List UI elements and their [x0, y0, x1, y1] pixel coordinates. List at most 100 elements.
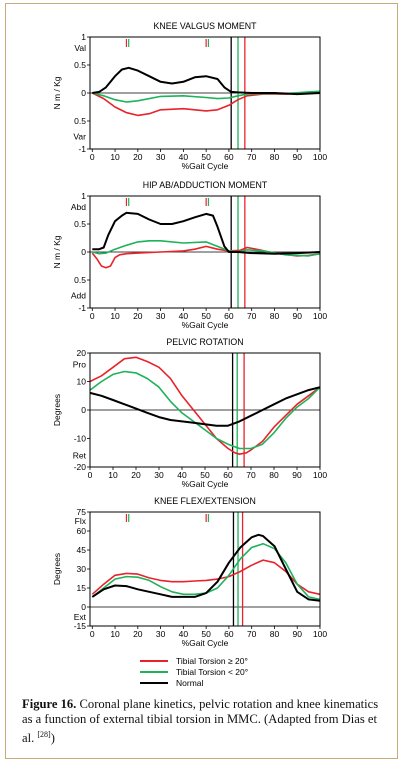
x-tick-label: 80	[270, 152, 280, 162]
x-axis-label: %Gait Cycle	[182, 479, 229, 489]
y-direction-label: Ext	[74, 612, 87, 622]
y-tick-label: 0.5	[74, 275, 86, 285]
legend-label-lt20: Tibial Torsion < 20°	[176, 667, 248, 677]
chart-title: KNEE FLEX/EXTENSION	[154, 496, 256, 506]
x-tick-label: 70	[247, 311, 257, 321]
x-tick-label: 30	[156, 152, 166, 162]
y-tick-label: 15	[77, 583, 87, 593]
series-line-ge20	[91, 91, 321, 117]
y-axis-label: N m / Kg	[52, 235, 62, 268]
figure-frame	[5, 3, 398, 759]
x-tick-label: 80	[270, 311, 280, 321]
y-tick-label: -10	[74, 434, 87, 444]
x-tick-label: 80	[269, 470, 279, 480]
y-tick-label: 60	[77, 526, 87, 536]
y-direction-label: Add	[71, 291, 86, 301]
x-tick-label: 50	[201, 629, 211, 639]
y-direction-label: Var	[73, 132, 86, 142]
x-tick-label: 10	[110, 311, 120, 321]
x-tick-label: 30	[154, 470, 164, 480]
series-line-ge20	[91, 559, 321, 596]
y-axis-label: Degrees	[52, 553, 62, 585]
x-tick-label: 70	[246, 470, 256, 480]
y-direction-label: Ret	[73, 451, 87, 461]
x-tick-label: 50	[200, 470, 210, 480]
x-tick-label: 30	[156, 311, 166, 321]
y-direction-label: Val	[74, 43, 86, 53]
x-tick-label: 20	[133, 629, 143, 639]
chart-title: KNEE VALGUS MOMENT	[154, 21, 258, 31]
x-tick-label: 90	[292, 311, 302, 321]
chart-knee-flexion-extension: KNEE FLEX/EXTENSION 0 10 20 30 40 50 60 70 80 90 10…	[52, 496, 327, 648]
y-tick-label: 0	[81, 247, 86, 257]
x-tick-label: 40	[179, 152, 189, 162]
series-line-normal	[89, 386, 321, 427]
y-tick-label: 10	[77, 377, 87, 387]
x-tick-label: 20	[131, 470, 141, 480]
legend-label-normal: Normal	[176, 678, 204, 688]
x-tick-label: 90	[292, 470, 302, 480]
y-tick-label: -20	[74, 462, 87, 472]
y-tick-label: 30	[77, 564, 87, 574]
series-line-normal	[92, 66, 321, 96]
y-tick-label: 0.5	[74, 60, 86, 70]
x-tick-label: 100	[313, 152, 327, 162]
y-direction-label: Abd	[71, 202, 86, 212]
x-tick-label: 90	[292, 152, 302, 162]
chart-title: HIP AB/ADDUCTION MOMENT	[143, 180, 268, 190]
x-tick-label: 100	[313, 629, 327, 639]
legend-label-ge20: Tibial Torsion ≥ 20°	[176, 656, 248, 666]
x-tick-label: 40	[179, 629, 189, 639]
x-tick-label: 0	[90, 311, 95, 321]
caption-label: Figure 16.	[22, 697, 77, 711]
y-tick-label: 1	[81, 32, 86, 42]
x-tick-label: 0	[90, 629, 95, 639]
y-tick-label: 0	[81, 88, 86, 98]
y-tick-label: 0	[81, 602, 86, 612]
series-line-ge20	[91, 245, 321, 269]
y-axis-label: Degrees	[52, 394, 62, 426]
y-tick-label: 20	[77, 348, 87, 358]
caption-end: )	[50, 731, 55, 746]
series-line-normal	[91, 533, 321, 602]
chart-title: PELVIC ROTATION	[166, 337, 243, 347]
x-tick-label: 60	[224, 311, 234, 321]
x-axis-label: %Gait Cycle	[182, 638, 229, 648]
x-tick-label: 10	[108, 470, 118, 480]
x-tick-label: 10	[110, 152, 120, 162]
x-tick-label: 50	[201, 311, 211, 321]
series-line-lt20	[89, 370, 321, 450]
x-tick-label: 40	[179, 311, 189, 321]
y-tick-label: 0.5	[74, 116, 86, 126]
y-tick-label: 75	[77, 507, 87, 517]
x-tick-label: 100	[313, 470, 327, 480]
y-tick-label: -1	[78, 144, 86, 154]
x-tick-label: 40	[177, 470, 187, 480]
x-tick-label: 80	[270, 629, 280, 639]
x-tick-label: 100	[313, 311, 327, 321]
y-direction-label: Pro	[73, 359, 87, 369]
x-tick-label: 20	[133, 311, 143, 321]
y-tick-label: 45	[77, 545, 87, 555]
x-tick-label: 60	[224, 152, 234, 162]
y-tick-label: 0	[81, 405, 86, 415]
legend: Tibial Torsion ≥ 20°Tibial Torsion < 20°…	[140, 656, 248, 688]
x-axis-label: %Gait Cycle	[182, 320, 229, 330]
x-tick-label: 90	[292, 629, 302, 639]
caption-text: Coronal plane kinetics, pelvic rotation …	[22, 697, 379, 746]
series-line-normal	[92, 211, 321, 255]
y-tick-label: 0.5	[74, 219, 86, 229]
y-tick-label: 1	[81, 191, 86, 201]
y-tick-label: -15	[74, 621, 87, 631]
caption-reference: [28]	[37, 730, 51, 739]
x-tick-label: 70	[247, 629, 257, 639]
x-tick-label: 0	[88, 470, 93, 480]
figure-caption: Figure 16. Coronal plane kinetics, pelvi…	[22, 697, 384, 746]
y-tick-label: -1	[78, 303, 86, 313]
y-direction-label: Flx	[75, 516, 87, 526]
x-tick-label: 60	[223, 470, 233, 480]
x-tick-label: 70	[247, 152, 257, 162]
